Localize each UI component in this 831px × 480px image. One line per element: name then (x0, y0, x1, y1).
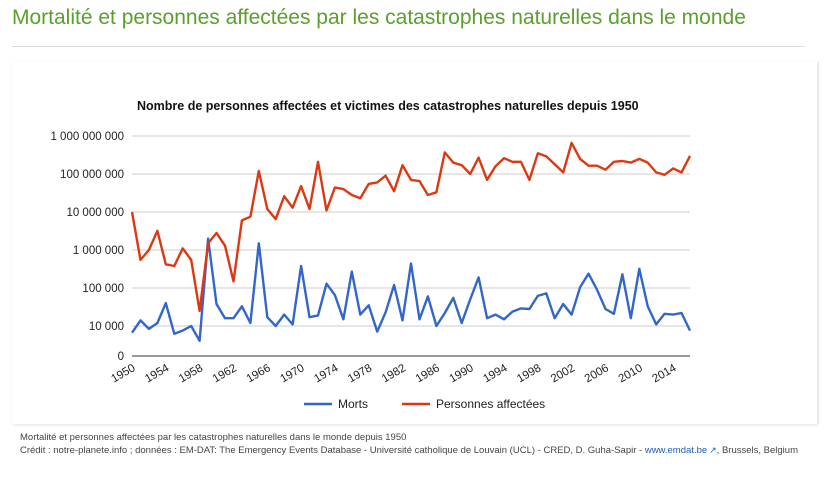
y-tick-label: 10 000 000 (66, 207, 124, 219)
x-tick-label: 1986 (414, 362, 442, 385)
x-tick-label: 2010 (617, 362, 645, 385)
credit-suffix: , Brussels, Belgium (716, 445, 798, 456)
x-tick-label: 1990 (448, 362, 476, 385)
y-tick-label: 1 000 000 000 (50, 131, 124, 143)
legend-label: Morts (338, 397, 368, 411)
credit-text: Crédit : notre-planete.info ; données : … (20, 445, 645, 456)
x-tick-label: 1962 (211, 362, 239, 385)
y-tick-label: 0 (118, 351, 124, 363)
line-chart: Nombre de personnes affectées et victime… (50, 99, 692, 411)
x-tick-label: 2014 (650, 362, 679, 385)
y-tick-label: 1 000 000 (73, 245, 124, 257)
caption-credit: Crédit : notre-planete.info ; données : … (20, 444, 812, 457)
x-tick-label: 2002 (549, 362, 577, 385)
x-tick-label: 1970 (278, 362, 306, 385)
x-tick-label: 2006 (583, 362, 611, 385)
x-tick-label: 1966 (245, 362, 273, 385)
legend-label: Personnes affectées (436, 397, 545, 411)
chart-title: Nombre de personnes affectées et victime… (137, 99, 639, 113)
emdat-link[interactable]: www.emdat.be (644, 445, 708, 456)
panel-divider (818, 62, 819, 424)
series-line-personnes-affectees (130, 141, 692, 313)
y-tick-label: 100 000 (82, 283, 124, 295)
y-tick-label: 10 000 (89, 321, 124, 333)
caption-line-1: Mortalité et personnes affectées par les… (20, 432, 407, 443)
x-tick-label: 1982 (380, 362, 408, 385)
x-tick-label: 1958 (177, 362, 205, 385)
x-tick-label: 1974 (312, 362, 341, 385)
x-tick-label: 1950 (109, 362, 137, 385)
chart-panel: Nombre de personnes affectées et victime… (12, 62, 817, 424)
page-title: Mortalité et personnes affectées par les… (12, 6, 746, 29)
title-divider (12, 46, 805, 47)
x-tick-label: 1954 (143, 362, 172, 385)
external-link-icon[interactable]: ↗ (709, 445, 717, 455)
x-tick-label: 1994 (481, 362, 510, 385)
x-tick-label: 1978 (346, 362, 374, 385)
y-tick-label: 100 000 000 (60, 169, 124, 181)
chart-caption: Mortalité et personnes affectées par les… (20, 431, 812, 457)
x-tick-label: 1998 (515, 362, 543, 385)
series-line-morts (131, 237, 692, 342)
